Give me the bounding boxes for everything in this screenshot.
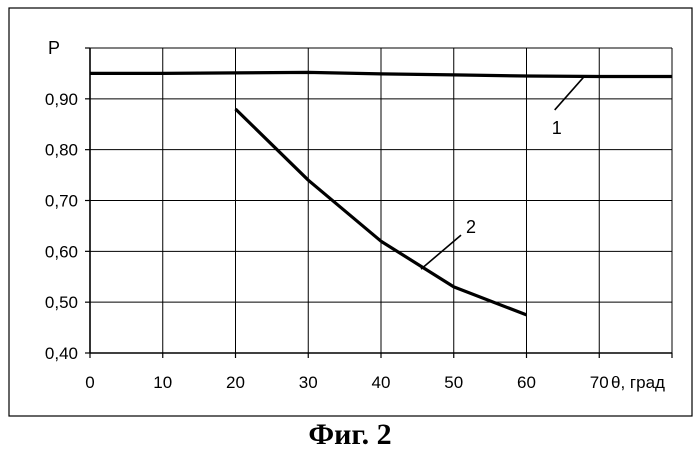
series-label-2: 2	[466, 217, 476, 237]
x-tick-label: 60	[517, 373, 536, 392]
y-tick-label: 0,60	[45, 242, 78, 261]
y-tick-label: 0,90	[45, 90, 78, 109]
axes	[85, 48, 672, 358]
x-tick-label: 0	[85, 373, 94, 392]
y-tick-label: 0,70	[45, 192, 78, 211]
x-tick-label: 40	[372, 373, 391, 392]
series-label-1: 1	[552, 118, 562, 138]
grid	[90, 48, 672, 353]
series-leader-2	[421, 235, 461, 269]
x-tick-label: 30	[299, 373, 318, 392]
tick-labels: 0,40 0,50 0,60 0,70 0,80 0,90 0 10 20 30 40 50 60 70θ…	[45, 90, 665, 392]
series-annotations: 12	[421, 76, 585, 269]
x-axis-label: θ, град	[611, 373, 665, 392]
y-tick-label: 0,40	[45, 344, 78, 363]
x-tick-label: 20	[226, 373, 245, 392]
figure-caption: Фиг. 2	[0, 418, 700, 452]
y-axis-label: P	[48, 38, 60, 58]
x-tick-label: 70	[590, 373, 609, 392]
x-tick-label: 10	[153, 373, 172, 392]
series-leader-1	[555, 76, 585, 110]
chart: 0,40 0,50 0,60 0,70 0,80 0,90 0 10 20 30 40 50 60 70θ…	[0, 0, 700, 418]
x-tick-label: 50	[444, 373, 463, 392]
y-tick-label: 0,80	[45, 141, 78, 160]
y-tick-label: 0,50	[45, 293, 78, 312]
chart-frame	[9, 8, 692, 416]
